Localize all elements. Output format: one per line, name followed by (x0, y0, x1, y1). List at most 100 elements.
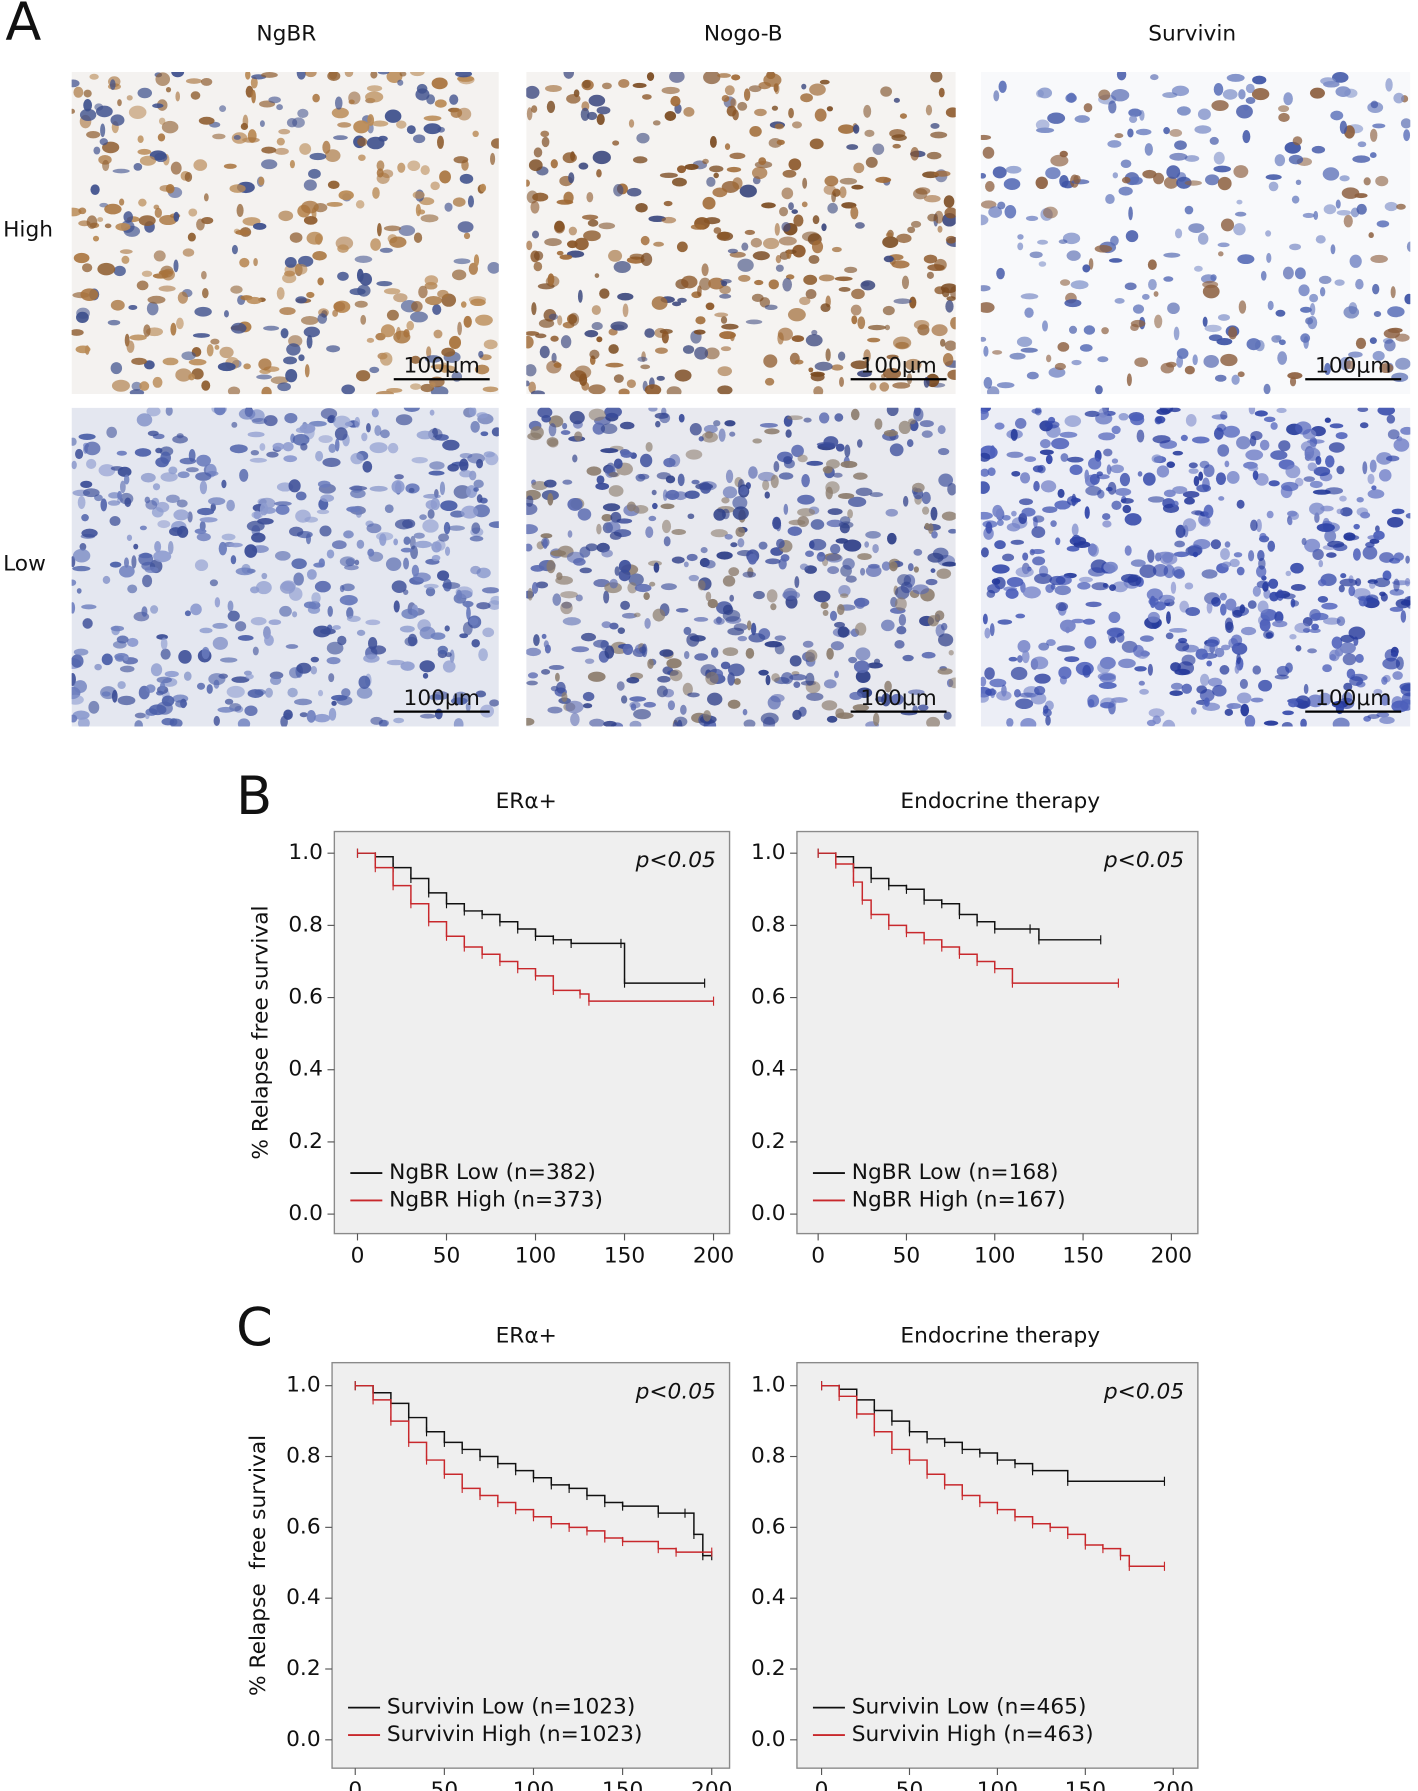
cell (747, 553, 758, 565)
cell (1160, 362, 1175, 374)
y-tick-label: 0.6 (286, 1514, 321, 1539)
cell (395, 414, 413, 426)
cell (732, 495, 748, 510)
cell (391, 580, 407, 594)
cell (560, 430, 571, 435)
cell (733, 678, 741, 685)
cell (838, 521, 854, 529)
cell (1275, 309, 1286, 317)
cell (983, 377, 993, 389)
cell (644, 384, 662, 395)
cell (451, 269, 467, 281)
cell (728, 567, 740, 577)
cell (1037, 239, 1049, 245)
cell (355, 200, 365, 209)
cell (921, 430, 933, 438)
cell (479, 183, 487, 193)
cell (982, 146, 995, 159)
cell (891, 134, 907, 141)
cell (1173, 551, 1190, 558)
cell (1138, 680, 1145, 686)
x-tick-label: 150 (604, 1243, 645, 1268)
cell (839, 376, 844, 388)
x-tick-label: 100 (974, 1243, 1015, 1268)
cell (82, 618, 93, 629)
cell (875, 176, 892, 184)
cell (893, 298, 912, 304)
cell (823, 679, 837, 689)
cell (326, 345, 341, 353)
cell (1247, 465, 1259, 472)
cell (75, 448, 84, 460)
cell (429, 461, 445, 470)
cell (173, 259, 179, 273)
cell (770, 694, 785, 703)
cell (1022, 586, 1041, 599)
cell (727, 672, 735, 686)
cell (1219, 592, 1227, 601)
cell (1118, 658, 1136, 669)
cell (601, 621, 612, 629)
cell (490, 152, 496, 165)
cell (393, 538, 399, 546)
cell (1172, 486, 1188, 494)
cell (399, 71, 407, 77)
cell (338, 190, 354, 201)
cell (303, 326, 320, 338)
cell (677, 297, 687, 303)
cell (872, 143, 885, 155)
cell (491, 427, 499, 437)
cell (200, 78, 213, 86)
cell (194, 528, 207, 535)
cell (586, 192, 594, 203)
cell (1057, 488, 1065, 498)
cell (356, 629, 366, 636)
cell (770, 603, 777, 611)
cell (706, 176, 716, 187)
cell (743, 88, 751, 101)
cell (1098, 407, 1108, 418)
cell (326, 201, 343, 207)
cell (750, 237, 762, 248)
cell (1082, 264, 1091, 273)
cell (253, 510, 261, 520)
cell (600, 639, 609, 651)
cell (226, 499, 235, 512)
cell (671, 177, 687, 187)
cell (596, 106, 611, 115)
cell (923, 254, 938, 264)
cell (726, 166, 742, 173)
cell (261, 146, 277, 154)
cell (471, 522, 481, 534)
cell (423, 583, 439, 589)
cell (79, 108, 97, 122)
cell (183, 671, 192, 681)
cell (801, 231, 820, 242)
cell (791, 335, 805, 342)
cell (473, 254, 480, 267)
cell (825, 348, 831, 362)
cell (363, 654, 380, 663)
cell (123, 211, 133, 223)
legend-label: Survivin High (n=463) (852, 1722, 1094, 1747)
cell (238, 408, 256, 420)
cell (659, 172, 678, 179)
cell (1380, 693, 1390, 706)
cell (106, 426, 117, 439)
cell (838, 585, 851, 597)
cell (562, 152, 577, 164)
cell (803, 417, 812, 423)
cell (131, 357, 147, 365)
cell (1300, 441, 1316, 453)
cell (283, 709, 293, 720)
cell (748, 633, 766, 643)
cell (309, 152, 327, 161)
cell (1040, 480, 1057, 493)
cell (853, 597, 870, 607)
cell (701, 263, 709, 277)
cell (98, 464, 116, 477)
cell (337, 244, 349, 253)
cell (724, 85, 735, 96)
cell (128, 105, 147, 119)
